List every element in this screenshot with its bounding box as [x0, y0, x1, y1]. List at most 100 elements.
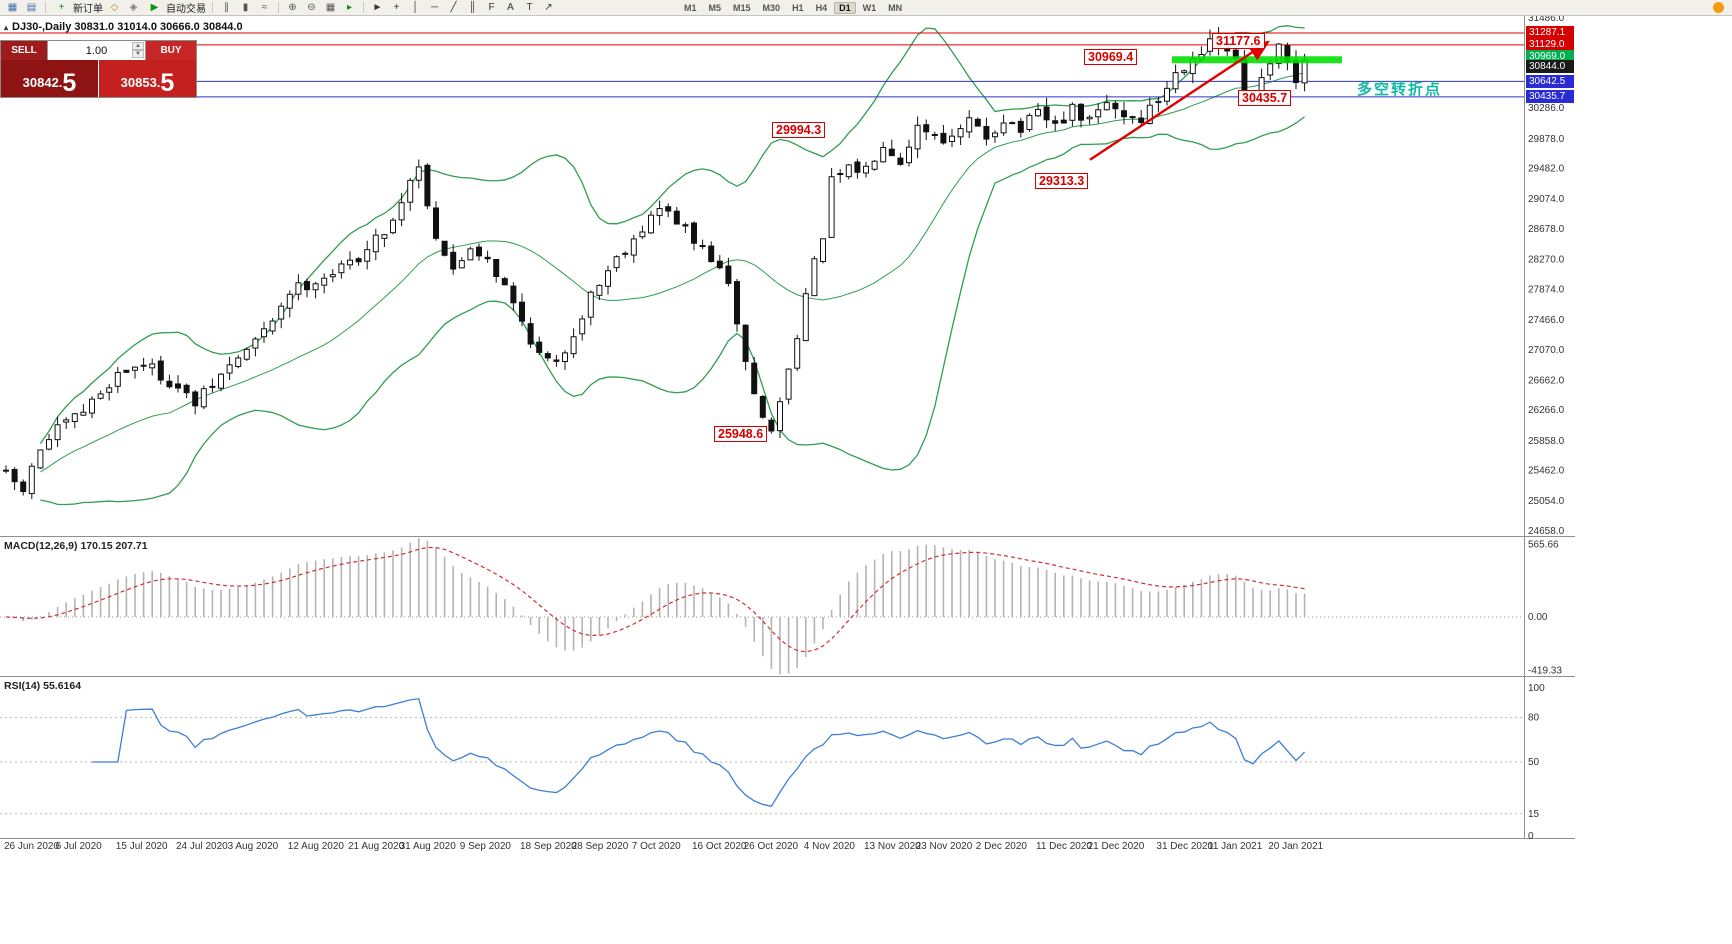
price-tick: 26266.0	[1528, 405, 1565, 416]
channel-icon[interactable]: ║	[468, 1, 477, 13]
bollinger-bands	[39, 25, 1305, 506]
timeframe-m1[interactable]: M1	[684, 2, 697, 13]
volume-up-icon[interactable]: ▲	[132, 42, 144, 50]
date-label: 16 Oct 2020	[692, 841, 747, 852]
one-click-toggle-icon[interactable]: ▴	[4, 23, 9, 32]
date-label: 13 Nov 2020	[864, 841, 921, 852]
timeframe-m5[interactable]: M5	[708, 2, 722, 13]
rsi-tick: 80	[1528, 713, 1540, 724]
rsi-plot	[0, 698, 1524, 815]
arrows-icon[interactable]: ↗	[544, 1, 553, 13]
volume-input[interactable]: 1.00 ▲ ▼	[47, 41, 146, 60]
timeframe-h1[interactable]: H1	[792, 2, 804, 13]
rsi-value: 55.6164	[43, 680, 82, 692]
separator-1	[45, 2, 46, 13]
buy-price-big-digit: 5	[160, 68, 175, 97]
chart-symbol-title: ▴ DJ30-,Daily 30831.0 31014.0 30666.0 308…	[4, 21, 243, 33]
macd-tick: -419.33	[1528, 666, 1562, 677]
date-label: 24 Jul 2020	[176, 841, 228, 852]
text-icon[interactable]: A	[507, 1, 514, 13]
trend-arrow[interactable]	[1089, 40, 1271, 161]
bar-chart-icon[interactable]: ∥	[224, 1, 229, 13]
price-tick: 29074.0	[1528, 194, 1565, 205]
cursor-icon[interactable]: ►	[372, 1, 383, 13]
timeframe-m30[interactable]: M30	[762, 2, 781, 13]
candlestick-chart-icon[interactable]: ▮	[242, 1, 249, 13]
date-label: 26 Jun 2020	[4, 841, 59, 852]
date-label: 31 Dec 2020	[1156, 841, 1213, 852]
volume-stepper: ▲ ▼	[132, 42, 144, 58]
tile-windows-icon[interactable]: ▦	[325, 1, 336, 13]
line-chart-icon[interactable]: ≈	[261, 1, 268, 13]
price-callout-30969.4[interactable]: 30969.4	[1084, 48, 1138, 65]
rsi-tick: 50	[1528, 757, 1540, 768]
autotrading-button[interactable]: ▶ 自动交易	[145, 0, 206, 15]
autotrading-button-glyph-icon: ▶	[150, 1, 159, 13]
price-callout-29313.3[interactable]: 29313.3	[1035, 173, 1089, 190]
zoom-out-icon[interactable]: ⊖	[307, 1, 316, 13]
timeframe-h4[interactable]: H4	[815, 2, 828, 13]
timeframe-mn[interactable]: MN	[888, 2, 903, 13]
date-label: 9 Sep 2020	[460, 841, 512, 852]
toolbar: ▦ ▤ + 新订单 ◇ ◈ ▶ 自动交易 ∥ ▮ ≈ ⊕ ⊖ ▦ ▸ ► + │ ─ ╱ ║ F A T ↗ M1 M5 M15 M30…	[0, 0, 1732, 16]
timeframe-d1[interactable]: D1	[834, 1, 856, 14]
volume-value[interactable]: 1.00	[85, 44, 108, 57]
auto-scroll-icon[interactable]: ▸	[346, 1, 353, 13]
sell-price[interactable]: 30842. 5	[1, 60, 99, 97]
market-watch-icon[interactable]: ◈	[129, 1, 138, 13]
date-label: 31 Aug 2020	[400, 841, 457, 852]
symbol-ohlc-text: DJ30-,Daily 30831.0 31014.0 30666.0 3084…	[12, 21, 243, 33]
timeframe-m15[interactable]: M15	[733, 2, 751, 13]
rsi-indicator-label: RSI(14) 55.6164	[4, 680, 81, 692]
price-tick: 30286.0	[1528, 103, 1565, 114]
trade-buttons-row: SELL 1.00 ▲ ▼ BUY	[1, 41, 196, 60]
date-label: 21 Dec 2020	[1088, 841, 1145, 852]
date-label: 15 Jul 2020	[116, 841, 168, 852]
new-order-button-glyph-icon: +	[58, 1, 65, 13]
profiles-icon[interactable]: ▤	[26, 1, 37, 13]
price-callout-30435.7[interactable]: 30435.7	[1238, 90, 1292, 107]
buy-button[interactable]: BUY	[146, 41, 196, 60]
notification-dot-icon[interactable]	[1713, 2, 1724, 13]
date-label: 6 Jul 2020	[56, 841, 103, 852]
one-click-trading-panel: SELL 1.00 ▲ ▼ BUY 30842. 5 30853. 5	[0, 40, 197, 98]
price-tick: 26662.0	[1528, 375, 1565, 386]
sell-button[interactable]: SELL	[1, 41, 47, 60]
new-chart-icon[interactable]: ▦	[7, 1, 18, 13]
volume-down-icon[interactable]: ▼	[132, 50, 144, 58]
new-order-button[interactable]: + 新订单	[52, 0, 103, 15]
separator-3	[278, 2, 279, 13]
trendline-icon[interactable]: ╱	[450, 1, 457, 13]
vertical-line-icon[interactable]: │	[412, 1, 419, 13]
candlesticks	[3, 27, 1308, 499]
date-label: 26 Oct 2020	[744, 841, 799, 852]
price-callout-25948.6[interactable]: 25948.6	[714, 426, 768, 443]
fibonacci-icon[interactable]: F	[488, 1, 495, 13]
zoom-in-icon[interactable]: ⊕	[288, 1, 297, 13]
metaeditor-icon[interactable]: ◇	[110, 1, 119, 13]
price-tick: 29482.0	[1528, 164, 1565, 175]
price-callout-29994.3[interactable]: 29994.3	[772, 122, 826, 139]
price-tick: 28678.0	[1528, 224, 1565, 235]
price-tick: 25462.0	[1528, 466, 1565, 477]
label-icon[interactable]: T	[526, 1, 533, 13]
timeframe-w1[interactable]: W1	[862, 2, 877, 13]
rsi-tick: 15	[1528, 809, 1540, 820]
price-tick: 25054.0	[1528, 496, 1565, 507]
date-label: 12 Aug 2020	[288, 841, 345, 852]
macd-name: MACD(12,26,9)	[4, 540, 78, 552]
price-tick: 27874.0	[1528, 284, 1565, 295]
price-callout-31177.6[interactable]: 31177.6	[1212, 33, 1265, 50]
crosshair-icon[interactable]: +	[393, 1, 400, 13]
buy-price[interactable]: 30853. 5	[99, 60, 196, 97]
rsi-tick: 100	[1528, 683, 1545, 694]
date-label: 7 Oct 2020	[632, 841, 681, 852]
date-label: 2 Dec 2020	[976, 841, 1028, 852]
date-label: 11 Dec 2020	[1036, 841, 1092, 852]
price-tick: 24658.0	[1528, 526, 1565, 537]
date-label: 23 Nov 2020	[916, 841, 973, 852]
turning-point-note[interactable]: 多空转折点	[1357, 81, 1443, 99]
horizontal-line-icon[interactable]: ─	[430, 1, 439, 13]
macd-main-value: 170.15	[80, 540, 113, 552]
